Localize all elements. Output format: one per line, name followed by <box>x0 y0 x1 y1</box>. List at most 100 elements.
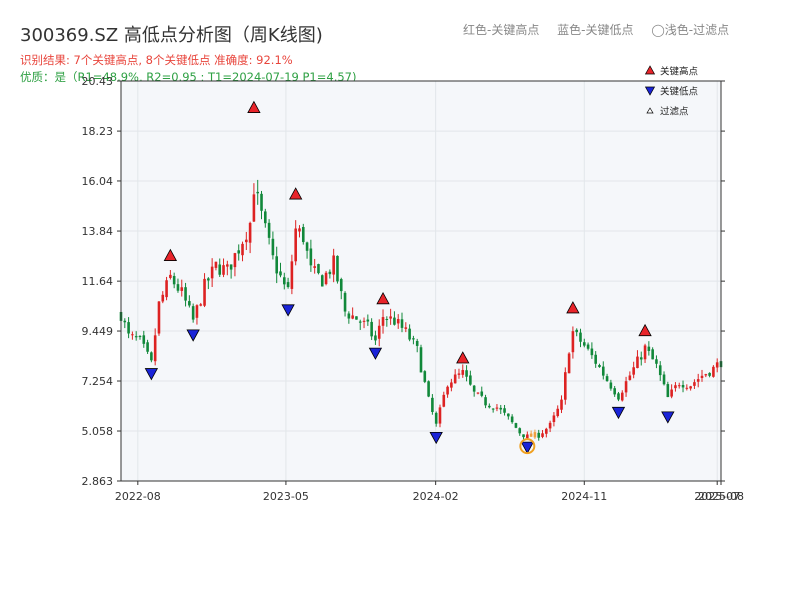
candle-body <box>696 379 700 382</box>
candle-body <box>169 274 172 278</box>
candle-body <box>150 352 153 361</box>
candle-body <box>609 382 613 389</box>
candle-body <box>172 275 176 285</box>
candle-body <box>332 255 335 275</box>
candle-body <box>161 294 165 302</box>
candle-body <box>207 278 210 281</box>
candle-body <box>203 278 206 306</box>
candle-body <box>586 344 590 349</box>
x-tick-label: 2025-08 <box>698 490 744 503</box>
candle-body <box>658 365 662 376</box>
candle-body <box>427 381 430 397</box>
candle-body <box>324 272 328 285</box>
candle-body <box>628 375 632 380</box>
candle-body <box>210 266 214 279</box>
candle-body <box>674 385 677 389</box>
candle-body <box>548 422 552 429</box>
candle-body <box>290 261 294 289</box>
candle-body <box>396 319 400 324</box>
candle-body <box>632 367 635 375</box>
candle-body <box>651 349 654 360</box>
candle-body <box>157 301 161 334</box>
candle-body <box>184 287 187 301</box>
candle-body <box>248 222 252 243</box>
candle-body <box>282 277 286 285</box>
legend-low-icon <box>644 86 656 96</box>
candle-body <box>514 423 518 428</box>
candle-body <box>305 242 309 251</box>
candle-body <box>639 357 643 360</box>
candle-body <box>556 408 560 417</box>
candle-body <box>408 328 411 340</box>
candle-body <box>146 342 149 352</box>
y-tick-label: 5.058 <box>82 425 114 438</box>
candle-body <box>226 264 229 267</box>
candle-body <box>393 317 396 325</box>
candle-body <box>620 392 624 401</box>
candle-body <box>229 264 233 270</box>
candle-body <box>294 228 297 262</box>
candle-body <box>252 194 256 222</box>
candle-body <box>499 407 503 410</box>
candle-body <box>275 256 278 274</box>
candle-body <box>218 264 222 275</box>
y-tick-label: 18.23 <box>82 125 114 138</box>
x-tick-label: 2022-08 <box>115 490 161 503</box>
candle-body <box>191 306 195 320</box>
candle-body <box>567 353 571 374</box>
y-tick-label: 9.449 <box>82 325 114 338</box>
candle-body <box>491 408 495 410</box>
y-tick-label: 20.43 <box>82 75 114 88</box>
candle-body <box>134 336 138 338</box>
candle-body <box>446 386 449 395</box>
candle-body <box>541 433 544 437</box>
candle-body <box>264 211 267 224</box>
candle-body <box>537 432 541 438</box>
key-low-marker <box>144 368 159 381</box>
key-low-marker <box>661 411 675 424</box>
candle-body <box>241 243 244 256</box>
candle-body <box>355 316 358 320</box>
candle-body <box>142 335 146 344</box>
candle-body <box>450 382 453 388</box>
candle-body <box>677 385 681 387</box>
candle-body <box>199 304 203 306</box>
candle-body <box>453 374 457 384</box>
candle-body <box>662 374 666 385</box>
y-tick-label: 13.84 <box>82 225 114 238</box>
candle-body <box>222 265 225 275</box>
candle-body <box>681 384 685 388</box>
candle-body <box>233 253 237 268</box>
candle-body <box>434 412 438 424</box>
candle-body <box>472 385 476 392</box>
candle-body <box>617 393 620 400</box>
candle-body <box>320 275 324 287</box>
candle-body <box>362 320 366 322</box>
candle-body <box>715 362 719 368</box>
candle-body <box>404 327 408 329</box>
key-low-marker <box>611 406 626 420</box>
candle-body <box>693 382 696 386</box>
candle-body <box>127 322 130 334</box>
legend-label: 过滤点 <box>660 106 689 118</box>
candle-body <box>484 397 487 406</box>
candle-body <box>643 345 647 360</box>
candle-body <box>442 394 446 407</box>
candle-body <box>480 391 484 396</box>
candle-body <box>153 335 157 362</box>
candle-body <box>370 321 373 337</box>
candle-body <box>328 271 332 275</box>
candle-body <box>366 319 370 322</box>
candle-body <box>214 261 218 268</box>
candle-body <box>579 332 582 342</box>
candles <box>119 179 723 441</box>
candle-body <box>381 317 385 326</box>
legend-label: 关键高点 <box>660 66 699 78</box>
candle-body <box>180 287 184 291</box>
candle-body <box>488 405 491 408</box>
key-high-marker <box>289 187 303 200</box>
x-tick-label: 2023-05 <box>263 490 309 503</box>
candle-body <box>138 336 142 338</box>
candle-body <box>469 375 472 385</box>
